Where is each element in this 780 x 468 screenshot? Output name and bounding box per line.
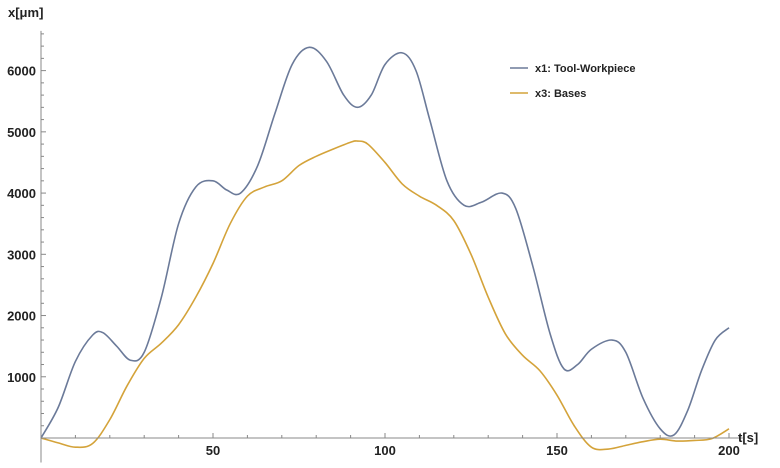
legend-label-x1: x1: Tool-Workpiece — [535, 63, 635, 75]
x-tick-label: 150 — [546, 443, 568, 458]
y-axis-label: x[μm] — [8, 5, 43, 20]
x-axis-label: t[s] — [738, 430, 758, 445]
series-line-x1-tool-workpiece — [40, 46, 730, 439]
y-tick-label: 4000 — [7, 186, 36, 201]
x-axis-ticks: 50 100 150 200 — [74, 433, 740, 458]
y-axis-ticks: 1000 2000 3000 4000 5000 6000 — [7, 33, 46, 427]
y-tick-label: 3000 — [7, 247, 36, 262]
axes: 50 100 150 200 1000 2000 3000 4000 5000 6000 — [7, 30, 743, 463]
x-tick-label: 200 — [718, 443, 740, 458]
x-tick-label: 50 — [206, 443, 220, 458]
legend: x1: Tool-Workpiece x3: Bases — [510, 63, 635, 100]
series-lines — [40, 46, 730, 451]
y-tick-label: 6000 — [7, 64, 36, 79]
series-line-x3-bases — [40, 140, 730, 451]
legend-label-x3: x3: Bases — [535, 88, 586, 100]
y-tick-label: 1000 — [7, 370, 36, 385]
y-tick-label: 2000 — [7, 309, 36, 324]
x-tick-label: 100 — [374, 443, 396, 458]
y-tick-label: 5000 — [7, 125, 36, 140]
